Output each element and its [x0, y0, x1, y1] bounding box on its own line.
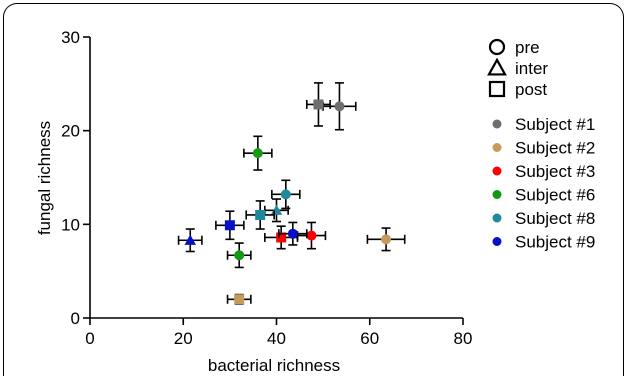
data-point-marker [184, 234, 196, 245]
legend-series-label: Subject #8 [515, 209, 595, 228]
data-point-marker [287, 228, 298, 239]
data-point-group [243, 135, 273, 171]
data-point-group [271, 179, 301, 210]
legend-shape-label: pre [515, 38, 540, 57]
data-points [177, 82, 406, 305]
data-point-group [322, 82, 357, 131]
legend-series-label: Subject #3 [515, 162, 595, 181]
x-tick-label: 0 [85, 329, 94, 348]
data-point-marker [334, 101, 345, 112]
legend-series-label: Subject #2 [515, 139, 595, 158]
data-point-marker [224, 220, 235, 231]
x-tick-label: 80 [454, 329, 473, 348]
y-axis-label: fungal richness [35, 121, 54, 235]
legend-series-marker [492, 143, 502, 152]
data-point-group [177, 228, 203, 253]
axis-ticks: 0 20 40 60 80 0 10 20 30 [61, 28, 472, 348]
data-point-marker [276, 232, 287, 243]
legend-series-marker [492, 166, 502, 176]
x-tick-label: 60 [360, 329, 379, 348]
axes [89, 37, 463, 319]
data-point-group [296, 221, 327, 250]
x-tick-label: 40 [267, 329, 286, 348]
data-point-marker [234, 250, 245, 261]
legend-series-marker [492, 190, 502, 199]
legend-shape-label: post [515, 80, 547, 99]
legend-shape-label: inter [515, 59, 548, 78]
legend-series-marker [492, 119, 502, 129]
y-tick-label: 10 [61, 215, 80, 234]
legend-shape-triangle-icon [487, 57, 507, 76]
data-point-group [215, 210, 245, 241]
legend-shape-circle-icon [488, 38, 506, 56]
legend-series-label: Subject #1 [515, 115, 595, 134]
legend: pre inter post Subject #1 Subject #2 Subject … [487, 38, 595, 252]
data-point-group [264, 198, 289, 223]
data-point-marker [252, 148, 263, 159]
legend-series-label: Subject #9 [515, 233, 595, 252]
legend-series-marker [492, 237, 502, 246]
data-point-group [226, 293, 252, 305]
data-point-marker [306, 230, 317, 241]
legend-series-label: Subject #6 [515, 186, 595, 205]
legend-series-marker [492, 213, 502, 223]
data-point-group [366, 227, 406, 252]
legend-shape-square-icon [488, 80, 506, 98]
x-tick-label: 20 [174, 329, 193, 348]
data-point-group [278, 221, 308, 246]
y-tick-label: 20 [61, 122, 80, 141]
data-point-marker [381, 234, 392, 245]
data-point-group [306, 82, 331, 127]
y-tick-label: 0 [71, 309, 80, 328]
x-axis-label: bacterial richness [208, 356, 340, 375]
data-point-group [245, 200, 275, 230]
data-point-marker [234, 294, 245, 305]
y-tick-label: 30 [61, 28, 80, 47]
data-point-marker [313, 99, 324, 110]
chart-frame [3, 3, 624, 376]
data-point-group [226, 242, 252, 269]
data-point-marker [280, 189, 291, 200]
data-point-marker [255, 209, 266, 220]
